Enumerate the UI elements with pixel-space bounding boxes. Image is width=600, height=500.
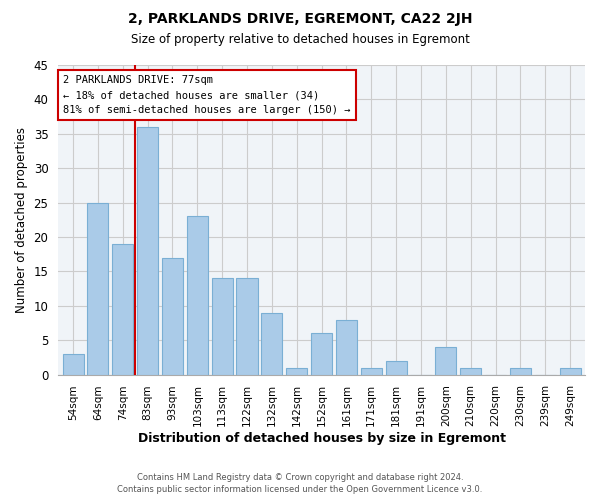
Bar [236, 278, 257, 374]
Bar [137, 127, 158, 374]
Bar [88, 202, 109, 374]
Text: 2 PARKLANDS DRIVE: 77sqm
← 18% of detached houses are smaller (34)
81% of semi-d: 2 PARKLANDS DRIVE: 77sqm ← 18% of detach… [63, 76, 350, 115]
Bar [361, 368, 382, 374]
Bar [460, 368, 481, 374]
Bar [112, 244, 133, 374]
Bar [286, 368, 307, 374]
X-axis label: Distribution of detached houses by size in Egremont: Distribution of detached houses by size … [137, 432, 506, 445]
Bar [510, 368, 531, 374]
Bar [311, 334, 332, 374]
Text: Contains HM Land Registry data © Crown copyright and database right 2024.
Contai: Contains HM Land Registry data © Crown c… [118, 472, 482, 494]
Bar [262, 312, 283, 374]
Bar [212, 278, 233, 374]
Y-axis label: Number of detached properties: Number of detached properties [15, 127, 28, 313]
Text: 2, PARKLANDS DRIVE, EGREMONT, CA22 2JH: 2, PARKLANDS DRIVE, EGREMONT, CA22 2JH [128, 12, 472, 26]
Bar [62, 354, 83, 374]
Bar [162, 258, 183, 374]
Text: Size of property relative to detached houses in Egremont: Size of property relative to detached ho… [131, 32, 469, 46]
Bar [435, 347, 457, 374]
Bar [560, 368, 581, 374]
Bar [336, 320, 357, 374]
Bar [386, 361, 407, 374]
Bar [187, 216, 208, 374]
